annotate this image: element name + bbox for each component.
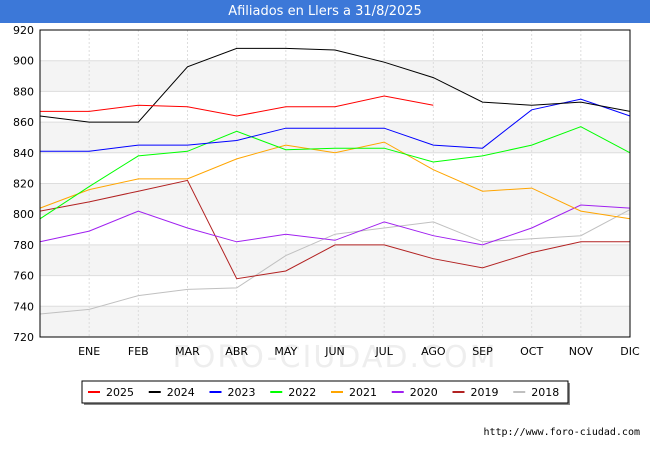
x-tick-label: FEB	[128, 345, 149, 358]
x-tick-label: JUL	[374, 345, 393, 358]
y-tick-label: 900	[13, 55, 34, 68]
x-tick-label: JUN	[324, 345, 345, 358]
legend-label-2022: 2022	[288, 386, 316, 399]
legend-box	[81, 380, 569, 404]
series-lines	[39, 47, 631, 315]
y-tick-label: 920	[13, 24, 34, 37]
legend-label-2021: 2021	[349, 386, 377, 399]
x-tick-label: ABR	[225, 345, 248, 358]
y-tick-label: 760	[13, 270, 34, 283]
x-tick-label: OCT	[520, 345, 543, 358]
series-line-2019	[39, 179, 630, 280]
x-tick-label: MAY	[274, 345, 297, 358]
series-line-2022	[39, 126, 631, 220]
y-tick-label: 720	[13, 331, 34, 344]
x-tick-label: NOV	[569, 345, 594, 358]
x-tick-label: DIC	[620, 345, 640, 358]
legend: 2025 2024 2023 2022 2021 2020 2019 2018	[81, 380, 570, 405]
chart-title: Afiliados en Llers a 31/8/2025	[0, 0, 650, 23]
y-tick-label: 740	[13, 300, 34, 313]
footer-url: http://www.foro-ciudad.com	[483, 427, 640, 438]
y-tick-label: 780	[13, 239, 34, 252]
series-line-2020	[39, 204, 631, 246]
series-line-2021	[39, 141, 631, 220]
legend-label-2024: 2024	[167, 386, 195, 399]
y-tick-label: 820	[13, 178, 34, 191]
legend-label-2025: 2025	[106, 386, 134, 399]
legend-label-2023: 2023	[228, 386, 256, 399]
y-tick-label: 800	[13, 208, 34, 221]
y-tick-label: 860	[13, 116, 34, 129]
x-tick-label: AGO	[421, 345, 446, 358]
series-line-2018	[39, 209, 631, 315]
y-tick-label: 840	[13, 147, 34, 160]
series-line-2025	[40, 95, 434, 117]
series-line-2024	[39, 47, 631, 123]
legend-label-2018: 2018	[531, 386, 559, 399]
watermark: FORO-CIUDAD.COM	[173, 340, 498, 375]
x-tick-label: MAR	[175, 345, 200, 358]
plot-frame	[39, 29, 631, 338]
y-tick-label: 880	[13, 85, 34, 98]
legend-label-2020: 2020	[410, 386, 438, 399]
x-axis-ticks: ENE FEB MAR ABR MAY JUN JUL AGO SEP OCT NOV DIC	[78, 345, 640, 358]
y-axis-ticks: 720 740 760 780 800 820 840 860 880 900 920	[13, 24, 34, 344]
x-tick-label: ENE	[78, 345, 100, 358]
series-line-2023	[40, 98, 631, 152]
x-tick-label: SEP	[472, 345, 493, 358]
legend-label-2019: 2019	[471, 386, 499, 399]
